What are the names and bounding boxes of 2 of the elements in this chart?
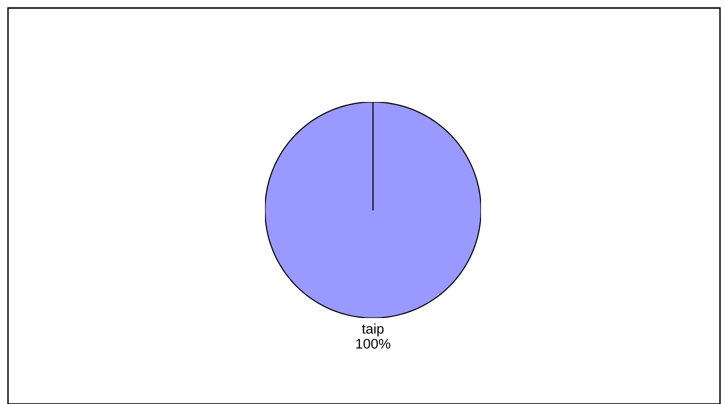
slice-label: taip [362,323,384,336]
data-label: 100% [356,338,390,349]
